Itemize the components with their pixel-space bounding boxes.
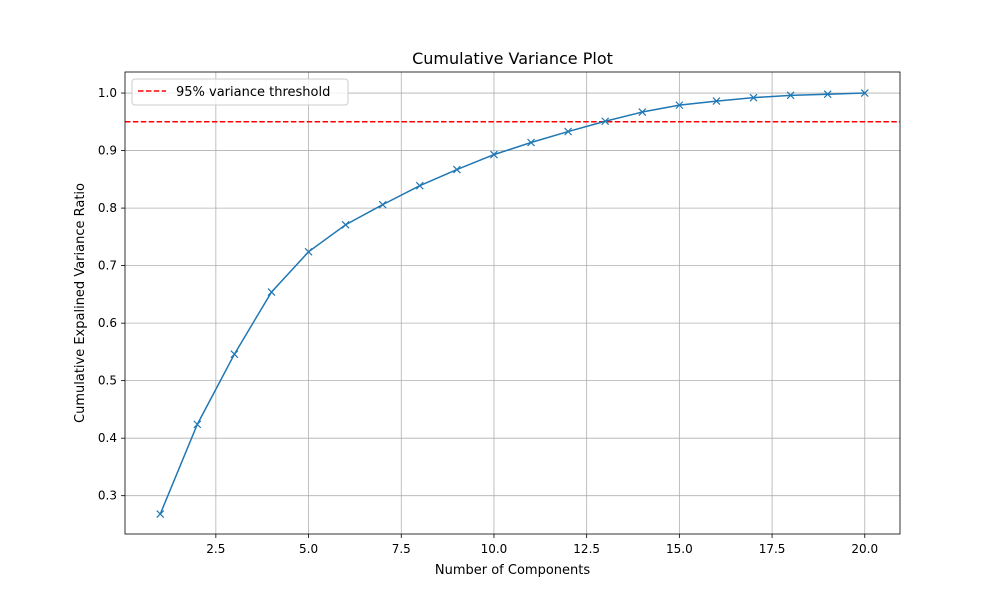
data-point-marker — [341, 220, 350, 229]
y-tick-label: 0.8 — [98, 201, 117, 215]
data-point-marker — [638, 108, 647, 116]
y-tick-label: 0.5 — [98, 374, 117, 388]
y-tick-label: 0.6 — [98, 316, 117, 330]
legend-threshold-label: 95% variance threshold — [176, 85, 330, 100]
data-point-marker — [749, 93, 758, 102]
data-point-marker — [490, 150, 498, 159]
x-tick-label: 20.0 — [851, 542, 878, 556]
data-point-marker — [860, 89, 869, 97]
legend: 95% variance threshold — [131, 78, 349, 106]
x-tick-label: 17.5 — [759, 542, 786, 556]
data-point-marker — [823, 90, 832, 99]
y-tick-label: 0.7 — [98, 259, 117, 273]
data-point-marker — [712, 97, 721, 106]
x-tick-label: 7.5 — [392, 542, 411, 556]
x-tick-label: 2.5 — [206, 542, 225, 556]
data-point-marker — [452, 165, 461, 174]
data-point-marker — [786, 91, 795, 100]
data-point-marker — [378, 200, 387, 209]
plot-frame — [124, 71, 901, 535]
series-layer — [156, 89, 869, 519]
data-point-marker — [415, 181, 424, 190]
data-point-marker — [304, 247, 313, 256]
y-tick-label: 0.4 — [98, 431, 117, 445]
series-line — [159, 92, 865, 515]
y-tick-label: 0.3 — [98, 489, 117, 503]
y-tick-label: 1.0 — [98, 86, 117, 100]
x-axis-label: Number of Components — [435, 563, 590, 578]
x-tick-label: 10.0 — [481, 542, 508, 556]
legend-box — [131, 78, 349, 106]
data-point-marker — [675, 101, 684, 110]
data-point-marker — [193, 420, 202, 429]
grid-layer — [125, 72, 900, 534]
chart-title: Cumulative Variance Plot — [412, 49, 613, 68]
data-point-marker — [527, 138, 535, 147]
x-tick-label: 15.0 — [666, 542, 693, 556]
axes-layer: 2.5 5.0 7.5 10.0 12.5 15.0 17.5 20.0 0.3 0.4 0.5 0.… — [98, 71, 901, 556]
data-point-marker — [156, 510, 165, 519]
data-point-marker — [564, 127, 573, 136]
data-point-marker — [267, 288, 276, 296]
x-tick-label: 5.0 — [299, 542, 318, 556]
data-point-marker — [601, 117, 610, 126]
data-point-marker — [230, 350, 239, 359]
y-tick-label: 0.9 — [98, 144, 117, 158]
y-axis-label: Cumulative Expalined Variance Ratio — [73, 183, 88, 423]
x-tick-label: 12.5 — [573, 542, 600, 556]
